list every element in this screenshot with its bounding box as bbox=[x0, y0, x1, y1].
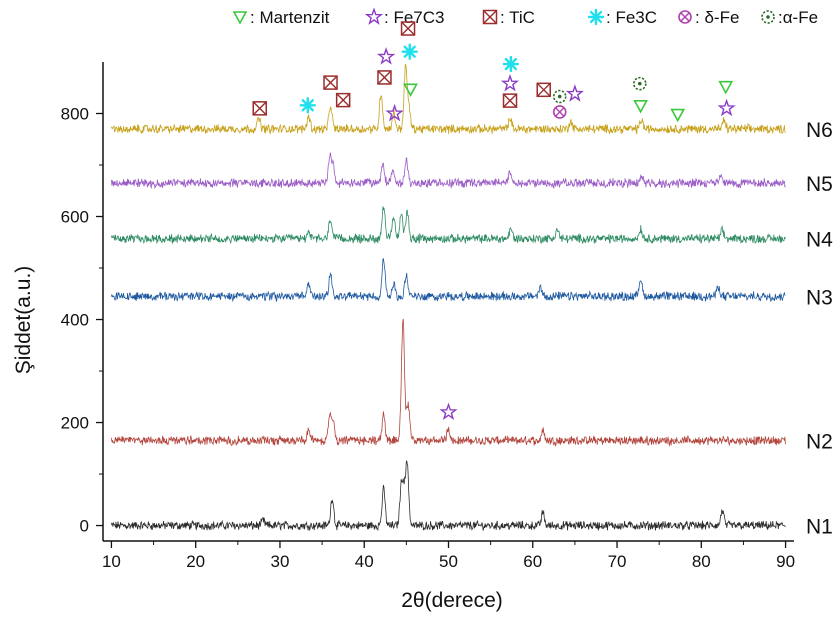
alpha-fe-marker bbox=[552, 89, 567, 104]
martenzit-marker bbox=[232, 11, 248, 25]
trace-n2 bbox=[111, 318, 786, 447]
fe7c3-marker bbox=[565, 84, 584, 102]
legend-label: : Fe7C3 bbox=[384, 8, 444, 27]
y-axis: 0 200 400 600 800 bbox=[61, 105, 103, 536]
legend-label: : Martenzit bbox=[250, 8, 330, 27]
martenzit-marker bbox=[718, 80, 734, 95]
x-axis: 10 20 30 40 50 60 70 80 90 bbox=[102, 541, 795, 571]
y-axis-label: Şiddet(a.u.) bbox=[12, 266, 35, 375]
series-label-n3: N3 bbox=[806, 286, 833, 309]
trace-n4 bbox=[111, 206, 786, 245]
y-tick-label: 600 bbox=[61, 208, 89, 227]
x-tick-label: 40 bbox=[355, 552, 374, 571]
fe3c-marker bbox=[502, 55, 520, 73]
x-axis-label: 2θ(derece) bbox=[401, 589, 503, 612]
delta-fe-marker bbox=[678, 10, 692, 24]
tic-marker bbox=[377, 70, 392, 85]
tic-marker bbox=[502, 93, 518, 108]
series-label-n4: N4 bbox=[806, 229, 833, 252]
x-tick-label: 30 bbox=[271, 552, 290, 571]
fe7c3-marker bbox=[376, 47, 396, 65]
trace-n6 bbox=[111, 63, 786, 136]
tic-marker bbox=[252, 101, 267, 116]
legend-item-alpha-fe: :α-Fe bbox=[761, 8, 818, 27]
martenzit-marker bbox=[403, 83, 418, 97]
fe3c-marker bbox=[401, 43, 418, 60]
delta-fe-marker bbox=[552, 105, 567, 119]
fe7c3-marker bbox=[385, 103, 404, 122]
legend-label: : TiC bbox=[500, 8, 535, 27]
fe7c3-marker bbox=[717, 98, 736, 117]
y-tick-label: 200 bbox=[61, 414, 89, 433]
x-tick-label: 20 bbox=[186, 552, 205, 571]
legend-item-fe7c3: : Fe7C3 bbox=[364, 7, 444, 27]
tic-marker bbox=[482, 9, 498, 25]
y-tick-label: 400 bbox=[61, 311, 89, 330]
y-tick-label: 800 bbox=[61, 105, 89, 124]
x-tick-label: 50 bbox=[439, 552, 458, 571]
tic-marker bbox=[323, 75, 338, 90]
legend-label: : Fe3C bbox=[606, 8, 657, 27]
legend-item-delta-fe: : δ-Fe bbox=[678, 8, 739, 27]
fe7c3-marker bbox=[364, 7, 384, 25]
traces: N1 N2 N3 N4 N5 N6 bbox=[111, 63, 833, 539]
x-tick-label: 80 bbox=[692, 552, 711, 571]
phase-markers bbox=[252, 21, 736, 421]
series-label-n5: N5 bbox=[806, 173, 833, 196]
fe7c3-marker bbox=[439, 402, 458, 421]
trace-n5 bbox=[111, 152, 786, 190]
legend-item-tic: : TiC bbox=[482, 8, 535, 27]
fe3c-marker bbox=[587, 8, 605, 26]
legend-item-fe3c: : Fe3C bbox=[587, 8, 657, 27]
tic-marker bbox=[400, 21, 416, 36]
fe3c-marker bbox=[299, 97, 316, 114]
series-label-n6: N6 bbox=[806, 119, 833, 142]
tic-marker bbox=[536, 82, 551, 98]
x-tick-label: 90 bbox=[776, 552, 795, 571]
x-tick-label: 60 bbox=[523, 552, 542, 571]
series-label-n1: N1 bbox=[806, 516, 833, 539]
martenzit-marker bbox=[670, 108, 686, 123]
trace-n1 bbox=[111, 460, 786, 532]
martenzit-marker bbox=[633, 99, 648, 114]
legend: : Martenzit : Fe7C3 : TiC : Fe3C : δ-Fe :α-Fe bbox=[232, 7, 818, 27]
alpha-fe-marker bbox=[632, 76, 647, 91]
alpha-fe-marker bbox=[761, 10, 775, 24]
trace-n3 bbox=[111, 257, 786, 303]
x-tick-label: 10 bbox=[102, 552, 121, 571]
legend-label: : δ-Fe bbox=[695, 8, 739, 27]
legend-label: :α-Fe bbox=[778, 8, 818, 27]
y-tick-label: 0 bbox=[80, 517, 89, 536]
series-label-n2: N2 bbox=[806, 431, 833, 454]
x-tick-label: 70 bbox=[608, 552, 627, 571]
legend-item-martenzit: : Martenzit bbox=[232, 8, 330, 27]
tic-marker bbox=[335, 92, 351, 108]
fe7c3-marker bbox=[500, 73, 520, 92]
